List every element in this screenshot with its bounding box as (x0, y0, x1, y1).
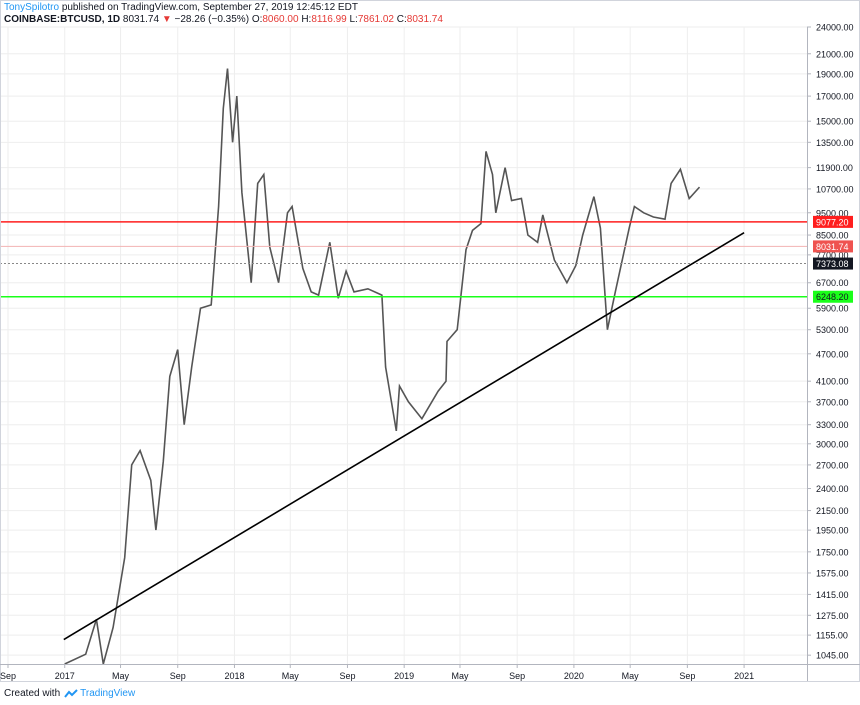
last-price: 8031.74 (122, 14, 160, 25)
support-price-label: 6248.20 (813, 290, 853, 303)
price-tick-label: 6700.00 (816, 278, 849, 288)
price-tick-label: 1750.00 (816, 547, 849, 557)
current-price-label-bg (813, 257, 853, 270)
price-tick-label: 2400.00 (816, 484, 849, 494)
open-label: O: (251, 14, 263, 25)
time-tick-label: 2018 (224, 671, 244, 681)
price-tick-label: 7700.00 (816, 250, 849, 260)
price-tick-label: 1415.00 (816, 590, 849, 600)
grid (0, 26, 807, 664)
price-tick-label: 4700.00 (816, 349, 849, 359)
time-tick-label: Sep (170, 671, 186, 681)
price-tick-label: 24000.00 (816, 23, 854, 33)
low-label: L: (349, 14, 358, 25)
time-tick-label: Sep (339, 671, 355, 681)
horizontal-levels (0, 221, 807, 298)
price-tick-label: 10700.00 (816, 184, 854, 194)
price-tick-label: 4100.00 (816, 377, 849, 387)
resistance-price-label-text: 9077.20 (816, 217, 849, 227)
price-tick-label: 5300.00 (816, 325, 849, 335)
published-text: published on TradingView.com, September … (61, 2, 358, 13)
price-tick-label: 8500.00 (816, 231, 849, 241)
price-tick-label: 21000.00 (816, 49, 854, 59)
chart-frame (0, 0, 860, 682)
price-tick-label: 17000.00 (816, 92, 854, 102)
price-tick-label: 11900.00 (816, 163, 853, 173)
price-tick-label: 19000.00 (816, 69, 854, 79)
price-tick-label: 1155.00 (816, 631, 848, 641)
tradingview-logo-icon (64, 689, 78, 698)
price-tick-label: 3000.00 (816, 439, 849, 449)
price-tick-label: 3700.00 (816, 397, 849, 407)
price-tick-label: 1045.00 (816, 651, 849, 661)
time-axis: Sep 2017 May Sep 2018 May Sep 2019 May Sep 2020 May… (0, 664, 754, 681)
close-label: C: (396, 14, 407, 25)
support-price-label-bg (813, 290, 853, 303)
price-tick-label: 1950.00 (816, 526, 849, 536)
footer: Created with TradingView (4, 688, 135, 699)
time-tick-label: Sep (0, 671, 16, 681)
time-tick-label: May (112, 671, 130, 681)
price-tick-label: 5900.00 (816, 304, 849, 314)
price-tick-label: 1275.00 (816, 611, 849, 621)
time-tick-label: 2021 (734, 671, 754, 681)
tradingview-brand[interactable]: TradingView (80, 688, 136, 699)
time-tick-label: 2017 (55, 671, 75, 681)
outer-border (0, 0, 860, 682)
resistance-price-label: 9077.20 (813, 215, 853, 228)
low-value: 7861.02 (357, 14, 394, 25)
support-price-label-text: 6248.20 (816, 292, 849, 302)
price-labels: 9077.20 6248.20 8031.74 7373.08 (813, 215, 853, 303)
time-tick-label: May (451, 671, 469, 681)
last-price-label-bg (813, 240, 853, 253)
price-tick-label: 13500.00 (816, 138, 854, 148)
change-value: −28.26 (−0.35%) (174, 14, 250, 25)
publication-line: TonySpilotro published on TradingView.co… (4, 2, 358, 13)
high-label: H: (301, 14, 312, 25)
last-price-label: 8031.74 (813, 240, 853, 253)
time-tick-label: 2020 (564, 671, 584, 681)
time-tick-label: Sep (679, 671, 695, 681)
price-tick-label: 9500.00 (816, 208, 849, 218)
trendline (63, 232, 745, 641)
open-value: 8060.00 (262, 14, 299, 25)
price-tick-label: 15000.00 (816, 117, 854, 127)
price-tick-label: 1575.00 (816, 568, 849, 578)
symbol-label: COINBASE:BTCUSD, 1D (4, 14, 121, 25)
time-tick-label: 2019 (394, 671, 414, 681)
price-series (64, 68, 701, 664)
time-tick-label: May (282, 671, 300, 681)
current-price-label-text: 7373.08 (816, 259, 849, 269)
price-tick-label: 2150.00 (816, 506, 849, 516)
price-axis: 24000.00 21000.00 19000.00 17000.00 15000.00… (807, 23, 854, 661)
price-tick-label: 2700.00 (816, 460, 849, 470)
created-with-text: Created with (4, 688, 61, 699)
high-value: 8116.99 (311, 14, 347, 25)
trendline-group (63, 232, 745, 641)
ohlc-line: COINBASE:BTCUSD, 1D 8031.74 ▼ −28.26 (−0… (4, 14, 443, 25)
price-line (64, 68, 701, 664)
price-tick-label: 3300.00 (816, 420, 849, 430)
change-down-icon: ▼ (161, 14, 172, 25)
time-tick-label: Sep (509, 671, 525, 681)
close-value: 8031.74 (406, 14, 443, 25)
last-price-label-text: 8031.74 (816, 242, 849, 252)
current-price-label: 7373.08 (813, 257, 853, 270)
time-tick-label: May (622, 671, 640, 681)
resistance-price-label-bg (813, 215, 853, 228)
author-link[interactable]: TonySpilotro (4, 2, 60, 13)
